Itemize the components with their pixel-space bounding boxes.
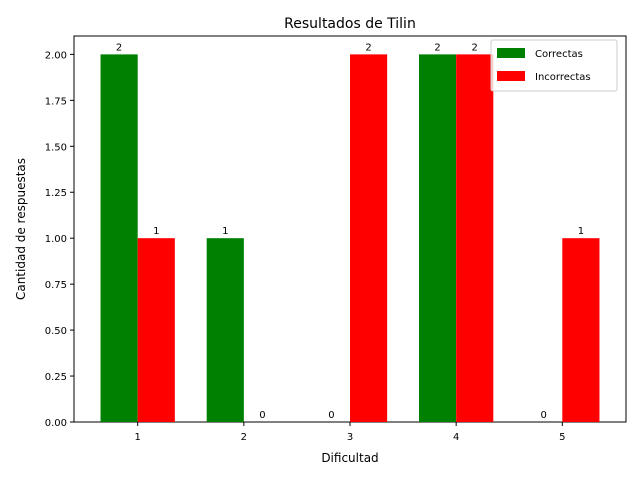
x-tick-label: 5 xyxy=(559,432,565,443)
legend-label-incorrectas: Incorrectas xyxy=(535,72,591,83)
y-tick-label: 1.50 xyxy=(45,142,67,153)
bar-value-label: 0 xyxy=(328,410,334,421)
bar-correctas-1 xyxy=(100,54,138,422)
legend-box xyxy=(490,39,618,92)
x-axis-label: Dificultad xyxy=(321,451,378,465)
bar-value-label: 1 xyxy=(222,226,228,237)
bar-correctas-2 xyxy=(206,238,244,422)
bar-labels: 2 1 0 2 0 1 0 2 2 1 xyxy=(116,42,584,421)
bar-value-label: 2 xyxy=(116,42,122,53)
legend-swatch-incorrectas xyxy=(497,71,525,81)
y-tick-label: 1.25 xyxy=(45,188,67,199)
bar-incorrectas-3 xyxy=(350,54,388,422)
y-tick-label: 0.00 xyxy=(45,418,67,429)
bar-value-label: 2 xyxy=(472,42,478,53)
bar-incorrectas-5 xyxy=(562,238,600,422)
y-axis: 0.00 0.25 0.50 0.75 1.00 1.25 1.50 1.75 2.00 xyxy=(45,50,74,429)
y-tick-label: 2.00 xyxy=(45,50,67,61)
x-tick-label: 1 xyxy=(135,432,141,443)
chart-title: Resultados de Tilin xyxy=(284,16,416,32)
bar-value-label: 1 xyxy=(153,226,159,237)
legend-swatch-correctas xyxy=(497,48,525,58)
y-axis-label: Cantidad de respuestas xyxy=(14,158,28,300)
bar-correctas-4 xyxy=(419,54,457,422)
bar-value-label: 1 xyxy=(578,226,584,237)
bars xyxy=(100,54,600,422)
legend-label-correctas: Correctas xyxy=(535,49,583,60)
y-tick-label: 1.00 xyxy=(45,234,67,245)
bar-value-label: 0 xyxy=(541,410,547,421)
bar-value-label: 2 xyxy=(365,42,371,53)
x-tick-label: 4 xyxy=(453,432,459,443)
x-tick-label: 2 xyxy=(241,432,247,443)
bar-value-label: 0 xyxy=(259,410,265,421)
y-tick-label: 0.25 xyxy=(45,372,67,383)
x-axis: 1 2 3 4 5 xyxy=(135,422,565,443)
y-tick-label: 0.75 xyxy=(45,280,67,291)
y-tick-label: 0.50 xyxy=(45,326,67,337)
legend: Correctas Incorrectas xyxy=(490,39,618,92)
x-tick-label: 3 xyxy=(347,432,353,443)
bar-incorrectas-4 xyxy=(456,54,494,422)
y-tick-label: 1.75 xyxy=(45,96,67,107)
bar-incorrectas-1 xyxy=(137,238,175,422)
bar-value-label: 2 xyxy=(434,42,440,53)
